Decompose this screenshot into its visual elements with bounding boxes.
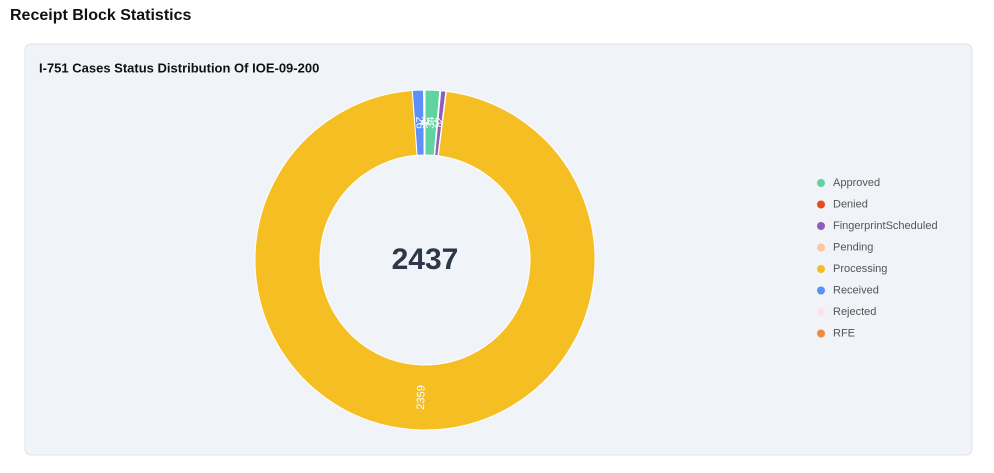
data-label: 34 bbox=[425, 116, 438, 129]
legend-marker[interactable] bbox=[817, 308, 825, 316]
donut-segment[interactable] bbox=[254, 89, 596, 431]
legend-marker[interactable] bbox=[817, 222, 825, 230]
legend-label[interactable]: Denied bbox=[833, 198, 868, 210]
legend-label[interactable]: Received bbox=[833, 284, 879, 296]
legend-marker[interactable] bbox=[817, 286, 825, 295]
legend-label[interactable]: Rejected bbox=[833, 306, 876, 318]
legend-label[interactable]: Pending bbox=[833, 241, 873, 253]
legend-marker[interactable] bbox=[817, 329, 825, 338]
legend-label[interactable]: FingerprintScheduled bbox=[833, 220, 938, 232]
legend-label[interactable]: RFE bbox=[833, 327, 855, 339]
data-label: 2359 bbox=[415, 385, 428, 410]
donut-segment[interactable] bbox=[423, 89, 426, 156]
legend-marker[interactable] bbox=[817, 200, 825, 209]
legend-label[interactable]: Approved bbox=[833, 177, 880, 189]
legend-label[interactable]: Processing bbox=[833, 263, 887, 275]
data-label: 2 bbox=[419, 119, 431, 125]
legend-marker[interactable] bbox=[817, 179, 825, 187]
card bbox=[24, 43, 973, 456]
legend-marker[interactable] bbox=[817, 265, 825, 273]
chart-title: I-751 Cases Status Distribution Of IOE-0… bbox=[39, 60, 319, 75]
data-label: 26 bbox=[413, 116, 425, 129]
legend-marker[interactable] bbox=[817, 243, 825, 252]
center-total: 2437 bbox=[392, 243, 459, 276]
page-title: Receipt Block Statistics bbox=[10, 7, 192, 24]
